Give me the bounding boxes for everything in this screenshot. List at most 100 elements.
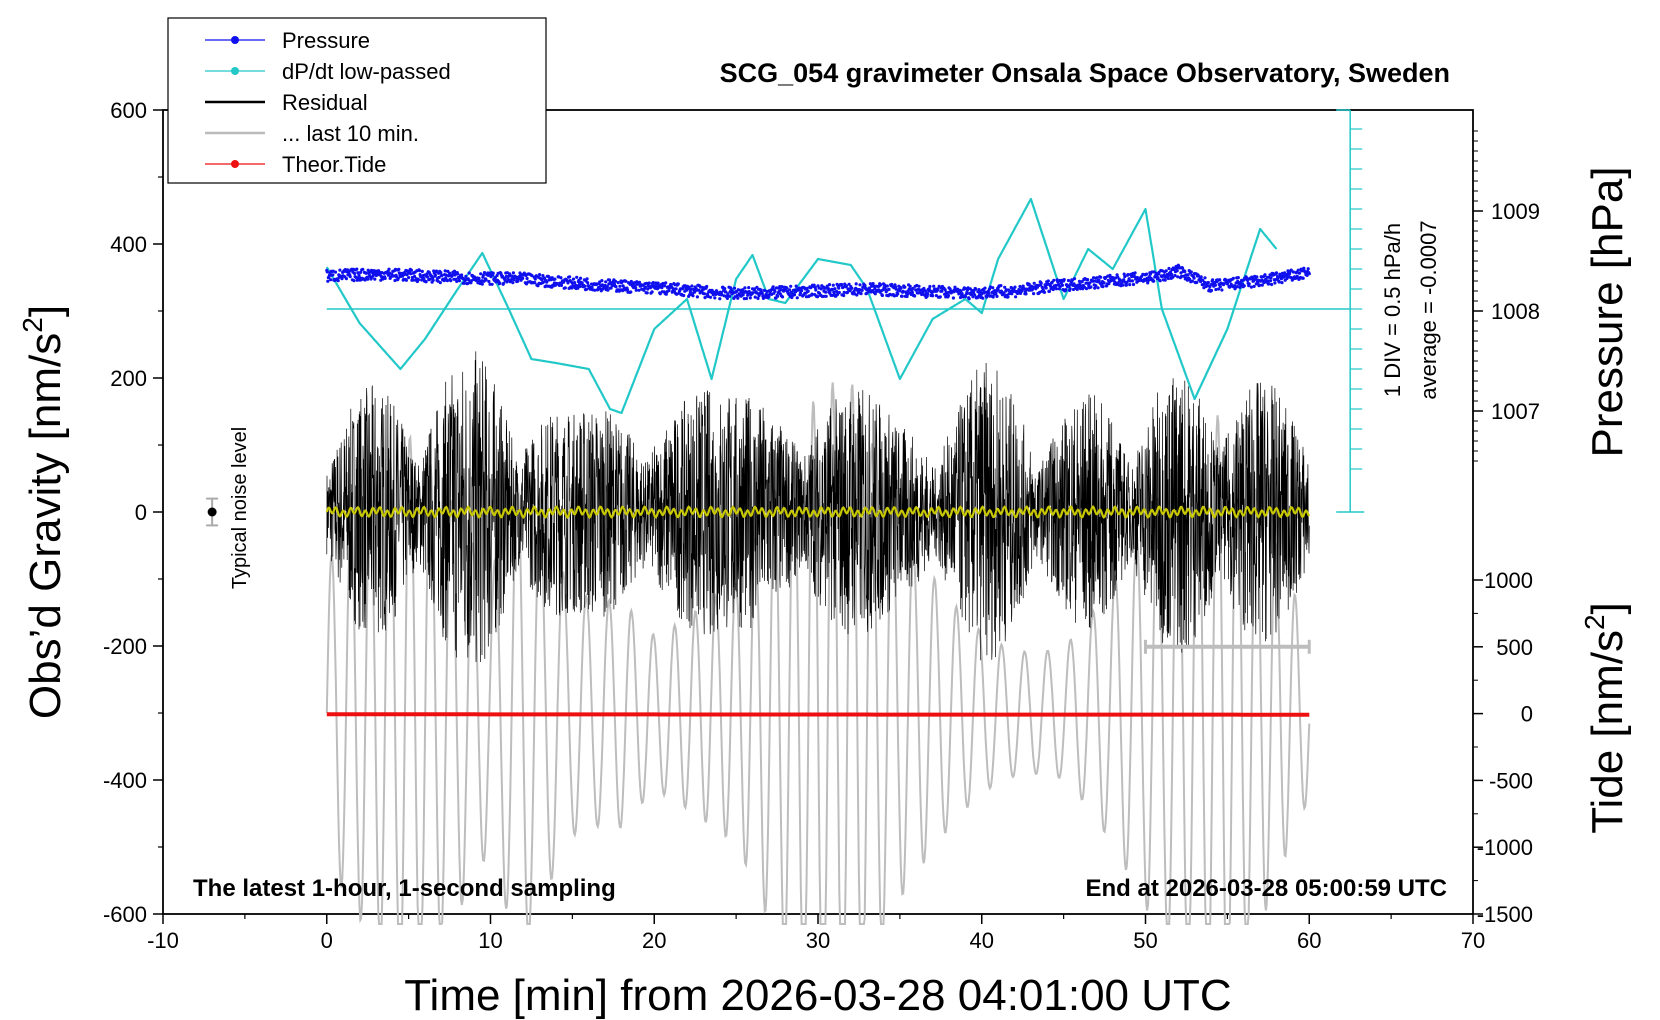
pressure-point [1173,273,1177,278]
legend-item: dP/dt low-passed [205,59,451,84]
pressure-point [511,281,515,285]
pressure-point [718,297,722,301]
y-axis-title-pressure: Pressure [hPa] [1583,166,1632,457]
pressure-point [502,281,506,285]
pressure-point [850,286,854,290]
legend-item: Theor.Tide [205,152,386,177]
legend-marker [231,67,239,75]
pressure-series [325,263,1311,301]
pressure-point [1128,283,1132,287]
pressure-point [1242,284,1246,288]
pressure-point [991,295,995,299]
pressure-point [1152,279,1156,283]
pressure-point [1263,273,1267,277]
pressure-point [477,276,481,280]
pressure-point [755,291,760,295]
pressure-point [1122,278,1126,282]
pressure-point [1068,287,1072,291]
pressure-point [541,280,546,284]
pressure-point [1122,272,1126,276]
pressure-point [667,288,671,293]
pressure-point [748,296,752,300]
pressure-point [938,295,942,299]
pressure-point [812,283,816,287]
pressure-point [1169,270,1173,274]
pressure-point [1145,272,1149,276]
pressure-point [359,270,363,274]
noise-dot [207,507,217,517]
pressure-point [806,289,810,293]
pressure-point [438,281,442,285]
pressure-point [568,275,572,279]
pressure-point [1260,283,1264,287]
pressure-point [571,277,576,281]
pressure-point [340,277,344,281]
y-axis-title-gravity: Obs’d Gravity [nm/s2] [17,305,70,719]
pressure-point [934,294,939,298]
pressure-point [479,272,483,276]
pressure-point [397,267,401,271]
pressure-point [1003,285,1007,289]
legend-item: ... last 10 min. [205,121,419,146]
pressure-point [545,280,549,284]
pressure-point [1102,281,1106,285]
pressure-point [1285,276,1289,281]
pressure-point [563,286,567,290]
pressure-point [1092,276,1096,280]
pressure-point [1099,275,1103,279]
legend-item: Residual [205,90,368,115]
pressure-point [1189,270,1193,274]
pressure-point [689,287,693,291]
pressure-point [1146,281,1150,285]
pressure-point [1209,288,1214,293]
pressure-point [650,290,654,294]
pressure-point [916,291,920,295]
pressure-point [1190,279,1194,283]
pressure-point [780,285,784,289]
pressure-point [353,271,357,276]
chart-title: SCG_054 gravimeter Onsala Space Observat… [720,58,1450,88]
pressure-point [703,296,707,300]
pressure-point [771,285,775,289]
pressure-point [455,279,459,283]
pressure-point [842,290,846,294]
tide-tick-label: -1500 [1477,902,1533,927]
pressure-point [411,278,415,282]
pressure-point [449,279,453,283]
pressure-point [814,288,818,292]
smoothed-residual-line [325,505,1311,520]
pressure-point [1186,273,1190,277]
pressure-point [333,270,338,274]
pressure-point [559,283,564,287]
pressure-point [1060,283,1065,287]
pressure-point [868,282,873,286]
pressure-point [357,275,362,280]
pressure-point [1032,281,1036,285]
pressure-point [1064,288,1068,292]
pressure-point [445,279,449,283]
pressure-point [595,282,599,286]
x-tick-label: 60 [1297,928,1321,953]
pressure-point [1217,287,1221,291]
pressure-point [767,295,771,299]
pressure-point [872,284,876,288]
pressure-point [467,271,471,275]
pressure-point [530,274,534,278]
pressure-point [880,293,885,298]
pressure-point [747,286,751,290]
pressure-point [1013,285,1017,289]
pressure-point [1184,273,1188,277]
pressure-point [1024,292,1028,296]
pressure-point [776,294,780,298]
pressure-point [713,296,717,300]
pressure-point [1181,266,1185,270]
pressure-point [1170,272,1174,277]
pressure-point [498,281,502,285]
tide-tick-label: 0 [1521,702,1533,727]
pressure-point [951,296,956,300]
pressure-point [511,271,515,275]
pressure-point [604,280,608,284]
pressure-point [1167,266,1171,271]
pressure-point [848,289,852,293]
pressure-point [442,279,446,283]
